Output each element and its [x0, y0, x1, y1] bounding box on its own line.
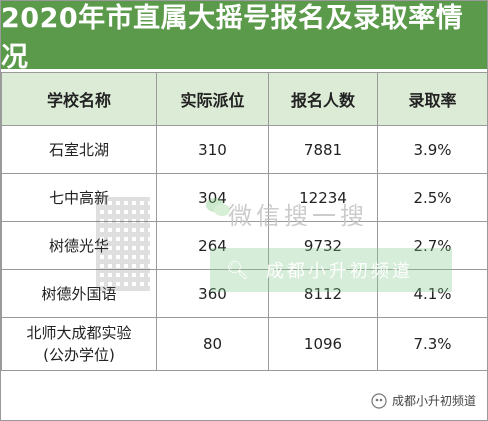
admission-rate: 4.1%: [377, 269, 488, 318]
admission-rate: 7.3%: [377, 317, 488, 371]
page-title: 2020年市直属大摇号报名及录取率情况: [1, 1, 487, 73]
table-row: 北师大成都实验 (公办学位) 80 1096 7.3%: [1, 317, 488, 371]
applicant-count: 7881: [268, 125, 378, 174]
admission-rate: 3.9%: [377, 125, 488, 174]
table-row: 树德光华 264 9732 2.7%: [1, 221, 488, 270]
header-applicants: 报名人数: [268, 72, 378, 126]
actual-count: 310: [156, 125, 269, 174]
actual-count: 264: [156, 221, 269, 270]
header-school: 学校名称: [1, 72, 157, 126]
account-name: 成都小升初频道: [391, 394, 476, 408]
header-row: 学校名称 实际派位 报名人数 录取率: [1, 72, 488, 126]
table-row: 七中高新 304 12234 2.5%: [1, 173, 488, 222]
applicant-count: 12234: [268, 173, 378, 222]
school-name: 树德光华: [1, 221, 157, 270]
table-row: 石室北湖 310 7881 3.9%: [1, 125, 488, 174]
applicant-count: 1096: [268, 317, 378, 371]
actual-count: 304: [156, 173, 269, 222]
applicant-count: 9732: [268, 221, 378, 270]
school-name: 北师大成都实验 (公办学位): [1, 317, 157, 371]
school-name: 树德外国语: [1, 269, 157, 318]
applicant-count: 8112: [268, 269, 378, 318]
admission-table: 学校名称 实际派位 报名人数 录取率 石室北湖 310 7881 3.9% 七中…: [1, 72, 488, 371]
actual-count: 80: [156, 317, 269, 371]
account-watermark: 成都小升初频道: [371, 392, 476, 409]
admission-rate: 2.7%: [377, 221, 488, 270]
table-row: 树德外国语 360 8112 4.1%: [1, 269, 488, 318]
header-actual: 实际派位: [156, 72, 269, 126]
admission-rate: 2.5%: [377, 173, 488, 222]
actual-count: 360: [156, 269, 269, 318]
header-rate: 录取率: [377, 72, 488, 126]
school-name: 七中高新: [1, 173, 157, 222]
school-name: 石室北湖: [1, 125, 157, 174]
account-logo-icon: [371, 392, 387, 409]
